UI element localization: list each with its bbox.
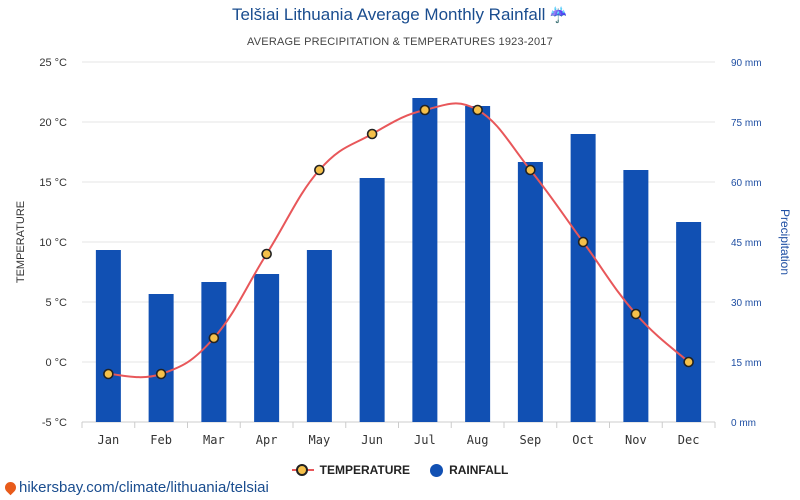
x-axis-tick-label: Jun: [361, 433, 383, 447]
temperature-point: [577, 236, 589, 248]
right-axis-tick-label: 15 mm: [731, 358, 762, 369]
climate-chart: 25 °C 20 °C 15 °C 10 °C 5 °C 0 °C -5 °C 90 mm 75…: [15, 57, 792, 447]
legend-label-temperature: TEMPERATURE: [319, 463, 411, 477]
rainfall-bar: [95, 250, 121, 422]
x-axis-tick-label: Dec: [678, 433, 700, 447]
right-axis-tick-label: 30 mm: [731, 298, 762, 309]
temperature-point: [261, 248, 272, 260]
temperature-point: [472, 104, 483, 116]
rainfall-bar: [306, 250, 332, 422]
rainfall-bar: [570, 134, 596, 422]
left-axis-title: TEMPERATURE: [15, 201, 27, 283]
temperature-point: [208, 332, 220, 344]
temperature-point: [683, 356, 694, 368]
left-axis-tick-label: -5 °C: [42, 417, 67, 429]
left-axis-tick-label: 25 °C: [39, 57, 67, 69]
rainfall-bar: [254, 274, 280, 422]
x-axis-tick-label: Nov: [625, 433, 647, 447]
legend-label-rainfall: RAINFALL: [449, 463, 509, 477]
left-axis-tick-label: 10 °C: [39, 237, 67, 249]
x-axis-tick-label: Feb: [150, 433, 172, 447]
temperature-point: [419, 104, 431, 116]
rainfall-bar: [412, 98, 438, 422]
x-axis-tick-label: Mar: [203, 433, 225, 447]
right-axis-title: Precipitation: [778, 209, 792, 275]
right-axis-tick-label: 60 mm: [731, 178, 762, 189]
chart-legend: TEMPERATURE RAINFALL: [0, 463, 800, 477]
map-pin-icon: [2, 479, 19, 496]
chart-title-text: Telšiai Lithuania Average Monthly Rainfa…: [231, 5, 546, 24]
left-axis-tick-label: 20 °C: [39, 117, 67, 129]
right-axis-tick-label: 0 mm: [731, 418, 756, 429]
temperature-point: [103, 368, 114, 380]
x-axis-tick-label: Sep: [520, 433, 542, 447]
x-axis-tick-label: Aug: [467, 433, 489, 447]
temperature-point: [525, 164, 536, 176]
umbrella-rain-icon: ☔: [549, 7, 569, 24]
x-axis-tick-label: Oct: [572, 433, 594, 447]
x-axis-tick-label: Apr: [256, 433, 278, 447]
source-link-text: hikersbay.com/climate/lithuania/telsiai: [19, 479, 269, 496]
x-axis-tick-label: May: [309, 433, 331, 447]
right-axis-tick-label: 90 mm: [731, 58, 762, 69]
rainfall-bar: [465, 106, 491, 422]
rainfall-marker-icon: [430, 463, 444, 477]
left-axis-tick-label: 0 °C: [45, 357, 67, 369]
source-link[interactable]: hikersbay.com/climate/lithuania/telsiai: [2, 479, 269, 496]
rainfall-bar: [359, 178, 385, 422]
temperature-point: [366, 128, 378, 140]
right-axis-tick-label: 75 mm: [731, 118, 762, 129]
chart-subtitle: AVERAGE PRECIPITATION & TEMPERATURES 192…: [247, 36, 553, 48]
x-axis-tick-label: Jul: [414, 433, 436, 447]
rainfall-bar: [676, 222, 702, 422]
temperature-point: [630, 308, 642, 320]
left-axis-tick-label: 15 °C: [39, 177, 67, 189]
legend-item-temperature[interactable]: TEMPERATURE: [291, 463, 411, 477]
rainfall-bar: [623, 170, 649, 422]
rainfall-bar: [517, 162, 543, 422]
temperature-line: [108, 102, 690, 379]
chart-title: Telšiai Lithuania Average Monthly Rainfa…: [0, 5, 800, 25]
temperature-marker-icon: [291, 464, 314, 476]
rainfall-bar: [201, 282, 227, 422]
right-axis-tick-label: 45 mm: [731, 238, 762, 249]
legend-item-rainfall[interactable]: RAINFALL: [430, 463, 508, 477]
left-axis-tick-label: 5 °C: [45, 297, 67, 309]
x-axis-tick-label: Jan: [98, 433, 120, 447]
rainfall-bar: [148, 294, 174, 422]
temperature-point: [155, 368, 167, 380]
temperature-point: [314, 164, 325, 176]
